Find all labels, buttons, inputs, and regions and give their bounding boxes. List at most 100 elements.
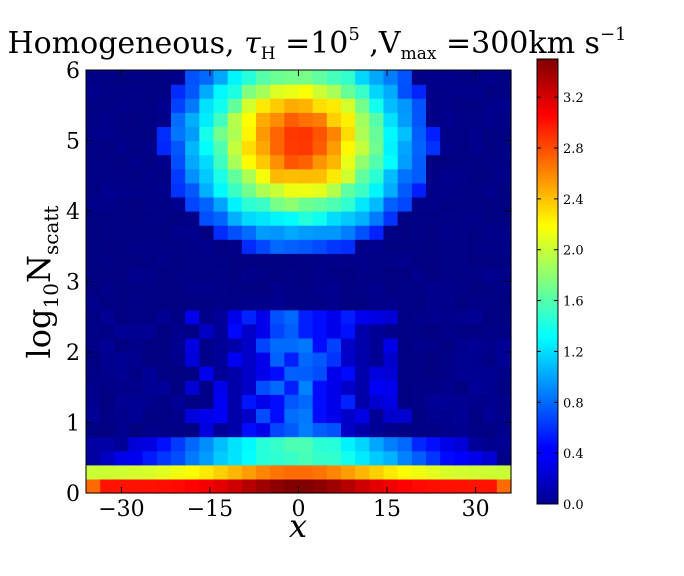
y-tick-label: 6 — [66, 59, 80, 84]
heatmap-cell — [284, 196, 300, 212]
heatmap-cell — [496, 309, 512, 325]
heatmap-cell — [241, 267, 257, 283]
heatmap-cell — [241, 464, 257, 480]
heatmap-cell — [213, 126, 229, 142]
heatmap-cell — [156, 295, 172, 311]
heatmap-cell — [114, 295, 130, 311]
heatmap-cell — [284, 295, 300, 311]
heatmap-cell — [241, 196, 257, 212]
heatmap-cell — [426, 309, 441, 325]
heatmap-cell — [383, 323, 399, 339]
heatmap-cell — [369, 450, 385, 466]
heatmap-cell — [341, 394, 356, 409]
heatmap-cell — [142, 337, 158, 353]
heatmap-cell — [326, 140, 342, 156]
heatmap-cell — [256, 239, 271, 254]
heatmap-cell — [171, 239, 186, 254]
heatmap-cell — [213, 239, 229, 254]
heatmap-cell — [241, 337, 257, 353]
heatmap-cell — [426, 112, 441, 127]
heatmap-cell — [100, 126, 115, 142]
heatmap-cell — [256, 464, 271, 480]
heatmap-cell — [171, 337, 186, 353]
heatmap-cell — [312, 281, 328, 297]
heatmap-cells — [86, 70, 512, 494]
heatmap-cell — [468, 112, 484, 127]
heatmap-cell — [341, 126, 356, 142]
heatmap-cell — [128, 295, 144, 311]
heatmap-cell — [496, 211, 512, 226]
heatmap-cell — [383, 211, 399, 226]
heatmap-cell — [156, 126, 172, 142]
heatmap-cell — [86, 70, 101, 85]
heatmap-cell — [100, 436, 115, 452]
heatmap-cell — [496, 84, 512, 99]
heatmap-cell — [326, 422, 342, 438]
heatmap-cell — [156, 70, 172, 85]
heatmap-cell — [468, 408, 484, 424]
heatmap-cell — [454, 225, 470, 240]
heatmap-cell — [199, 478, 215, 494]
heatmap-cell — [326, 436, 342, 452]
heatmap-cell — [142, 323, 158, 339]
heatmap-cell — [426, 478, 441, 494]
heatmap-cell — [397, 70, 413, 85]
heatmap-cell — [426, 295, 441, 311]
heatmap-cell — [341, 408, 356, 424]
heatmap-cell — [227, 323, 243, 339]
heatmap-cell — [241, 281, 257, 297]
heatmap-cell — [369, 70, 385, 85]
heatmap-cell — [128, 408, 144, 424]
heatmap-cell — [142, 422, 158, 438]
heatmap-cell — [185, 394, 200, 409]
heatmap-cell — [270, 464, 285, 480]
heatmap-cell — [227, 450, 243, 466]
heatmap-cell — [256, 112, 271, 127]
heatmap-cell — [199, 84, 215, 99]
heatmap-cell — [440, 211, 455, 226]
heatmap-cell — [383, 70, 399, 85]
heatmap-cell — [468, 436, 484, 452]
heatmap-cell — [270, 281, 285, 297]
heatmap-cell — [383, 295, 399, 311]
heatmap-cell — [270, 436, 285, 452]
heatmap-cell — [468, 394, 484, 409]
heatmap-cell — [298, 323, 314, 339]
heatmap-cell — [128, 464, 144, 480]
heatmap-cell — [241, 112, 257, 127]
heatmap-cell — [426, 126, 441, 142]
heatmap-cell — [199, 225, 215, 240]
heatmap-cell — [227, 337, 243, 353]
heatmap-cell — [355, 154, 370, 170]
heatmap-cell — [213, 267, 229, 283]
heatmap-cell — [482, 239, 498, 254]
heatmap-cell — [482, 352, 498, 367]
heatmap-cell — [256, 450, 271, 466]
heatmap-cell — [312, 366, 328, 381]
heatmap-cell — [213, 478, 229, 494]
heatmap-cell — [312, 140, 328, 156]
heatmap-cell — [298, 380, 314, 395]
x-tick-label: 30 — [462, 497, 490, 522]
heatmap-cell — [468, 239, 484, 254]
heatmap-cell — [312, 394, 328, 409]
heatmap-cell — [256, 323, 271, 339]
heatmap-cell — [227, 211, 243, 226]
heatmap-cell — [270, 98, 285, 113]
heatmap-cell — [440, 168, 455, 184]
heatmap-cell — [185, 295, 200, 311]
heatmap-cell — [369, 154, 385, 170]
heatmap-cell — [270, 140, 285, 156]
heatmap-cell — [397, 281, 413, 297]
heatmap-cell — [284, 380, 300, 395]
heatmap-cell — [411, 408, 427, 424]
heatmap-cell — [397, 112, 413, 127]
heatmap-cell — [114, 196, 130, 212]
heatmap-cell — [241, 366, 257, 381]
heatmap-cell — [199, 126, 215, 142]
heatmap-cell — [426, 168, 441, 184]
heatmap-cell — [355, 478, 370, 494]
heatmap-cell — [142, 267, 158, 283]
heatmap-cell — [128, 140, 144, 156]
heatmap-cell — [241, 253, 257, 268]
